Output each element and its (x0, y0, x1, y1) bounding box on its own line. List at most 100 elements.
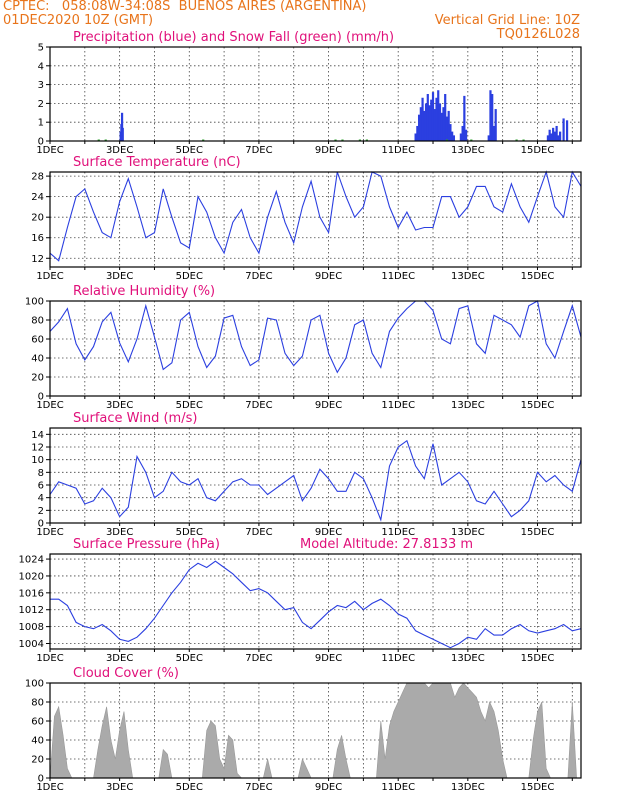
precipitation-bar (451, 131, 454, 141)
pressure-day-label: 13DEC (451, 653, 485, 664)
precipitation-day-label: 13DEC (451, 145, 485, 156)
wind-ytick-label: 2 (38, 506, 44, 517)
wind-ytick-label: 8 (38, 468, 44, 479)
pressure-day-label: 5DEC (176, 653, 203, 664)
precipitation-bar (452, 135, 456, 141)
precipitation-bar (421, 97, 424, 141)
precipitation-ytick-label: 5 (38, 43, 44, 54)
header-line-1: CPTEC: 058:08W-34:08S BUENOS AIRES (ARGE… (3, 0, 367, 14)
precipitation-day-label: 15DEC (521, 145, 555, 156)
pressure-day-label: 1DEC (36, 653, 63, 664)
wind-ytick-label: 10 (31, 455, 44, 466)
temperature-day-label: 13DEC (451, 271, 485, 282)
pressure-ytick-label: 1016 (19, 588, 44, 599)
precipitation-bar (120, 112, 124, 141)
cloud-cover-ytick-label: 0 (38, 774, 44, 785)
precipitation-ytick-label: 2 (38, 99, 44, 110)
pressure-ytick-label: 1004 (19, 639, 44, 650)
precipitation-bar (444, 94, 447, 141)
temperature-day-label: 15DEC (521, 271, 555, 282)
precipitation-bar (121, 127, 124, 141)
header-line-2: 01DEC2020 10Z (GMT) (3, 13, 154, 28)
precipitation-bar (442, 107, 445, 141)
cloud-cover-day-label: 11DEC (381, 782, 415, 793)
pressure-day-label: 7DEC (245, 653, 272, 664)
snowfall-bar (522, 139, 525, 141)
precipitation-day-label: 3DEC (106, 145, 133, 156)
snowfall-bar (515, 139, 518, 141)
humidity-day-label: 3DEC (106, 400, 133, 411)
wind-day-label: 5DEC (176, 527, 203, 538)
temperature-day-label: 1DEC (36, 271, 63, 282)
snowfall-bar (104, 139, 107, 141)
cloud-cover-day-label: 13DEC (451, 782, 485, 793)
precipitation-bar (459, 133, 462, 141)
temperature-day-label: 11DEC (381, 271, 415, 282)
pressure-day-label: 9DEC (315, 653, 342, 664)
temperature-day-label: 7DEC (245, 271, 272, 282)
temperature-day-label: 3DEC (106, 271, 133, 282)
snowfall-bar (445, 139, 449, 141)
precipitation-day-label: 7DEC (245, 145, 272, 156)
precipitation-bar (423, 110, 426, 141)
wind-ytick-label: 0 (38, 519, 44, 530)
humidity-day-label: 1DEC (36, 400, 63, 411)
precipitation-bar (437, 90, 440, 141)
cloud-cover-ytick-label: 80 (31, 698, 44, 709)
precipitation-bar (419, 107, 422, 141)
humidity-panel (46, 300, 582, 399)
cloud-cover-area (49, 682, 581, 779)
precipitation-bar (491, 94, 494, 141)
wind-day-label: 7DEC (245, 527, 272, 538)
snowfall-bar (365, 139, 368, 141)
wind-panel (46, 427, 582, 526)
precipitation-bar (445, 116, 449, 141)
cloud-cover-ytick-label: 100 (25, 679, 44, 690)
precipitation-bar (416, 125, 419, 141)
pressure-panel (46, 553, 582, 652)
humidity-day-label: 9DEC (315, 400, 342, 411)
precipitation-bar (449, 124, 452, 141)
precipitation-bar (438, 103, 442, 141)
wind-ytick-label: 12 (31, 443, 44, 454)
precipitation-bar (440, 112, 443, 141)
wind-day-label: 11DEC (381, 527, 415, 538)
humidity-title: Relative Humidity (%) (73, 284, 215, 299)
cloud-cover-day-label: 15DEC (521, 782, 555, 793)
precipitation-bar (553, 131, 556, 141)
precipitation-ytick-label: 3 (38, 80, 44, 91)
humidity-day-label: 7DEC (245, 400, 272, 411)
wind-ytick-label: 4 (38, 493, 44, 504)
precipitation-bar (494, 109, 497, 141)
snowfall-bar (334, 139, 337, 141)
precipitation-bar (552, 127, 555, 141)
cloud-cover-panel (46, 682, 582, 781)
precipitation-bar (463, 95, 466, 141)
wind-day-label: 1DEC (36, 527, 63, 538)
cloud-cover-ytick-label: 60 (31, 717, 44, 728)
cloud-cover-title: Cloud Cover (%) (73, 666, 179, 681)
precipitation-bar (489, 90, 492, 141)
precipitation-bar (550, 133, 553, 141)
wind-day-label: 9DEC (315, 527, 342, 538)
wind-line (49, 439, 582, 522)
temperature-title: Surface Temperature (nC) (73, 155, 241, 170)
precipitation-bar (546, 135, 550, 141)
precipitation-day-label: 1DEC (36, 145, 63, 156)
precipitation-bar (428, 105, 431, 141)
pressure-title: Surface Pressure (hPa) (73, 537, 220, 552)
humidity-ytick-label: 0 (38, 392, 44, 403)
humidity-ytick-label: 60 (31, 335, 44, 346)
snowfall-bar (470, 139, 473, 141)
temperature-panel (46, 170, 582, 270)
precipitation-bar (435, 97, 438, 141)
precipitation-bar (555, 125, 558, 141)
precipitation-day-label: 9DEC (315, 145, 342, 156)
cloud-cover-day-label: 5DEC (176, 782, 203, 793)
pressure-ytick-label: 1008 (19, 622, 44, 633)
cloud-cover-frame (49, 682, 582, 779)
wind-day-label: 15DEC (521, 527, 555, 538)
temperature-day-label: 5DEC (176, 271, 203, 282)
humidity-ytick-label: 100 (25, 297, 44, 308)
